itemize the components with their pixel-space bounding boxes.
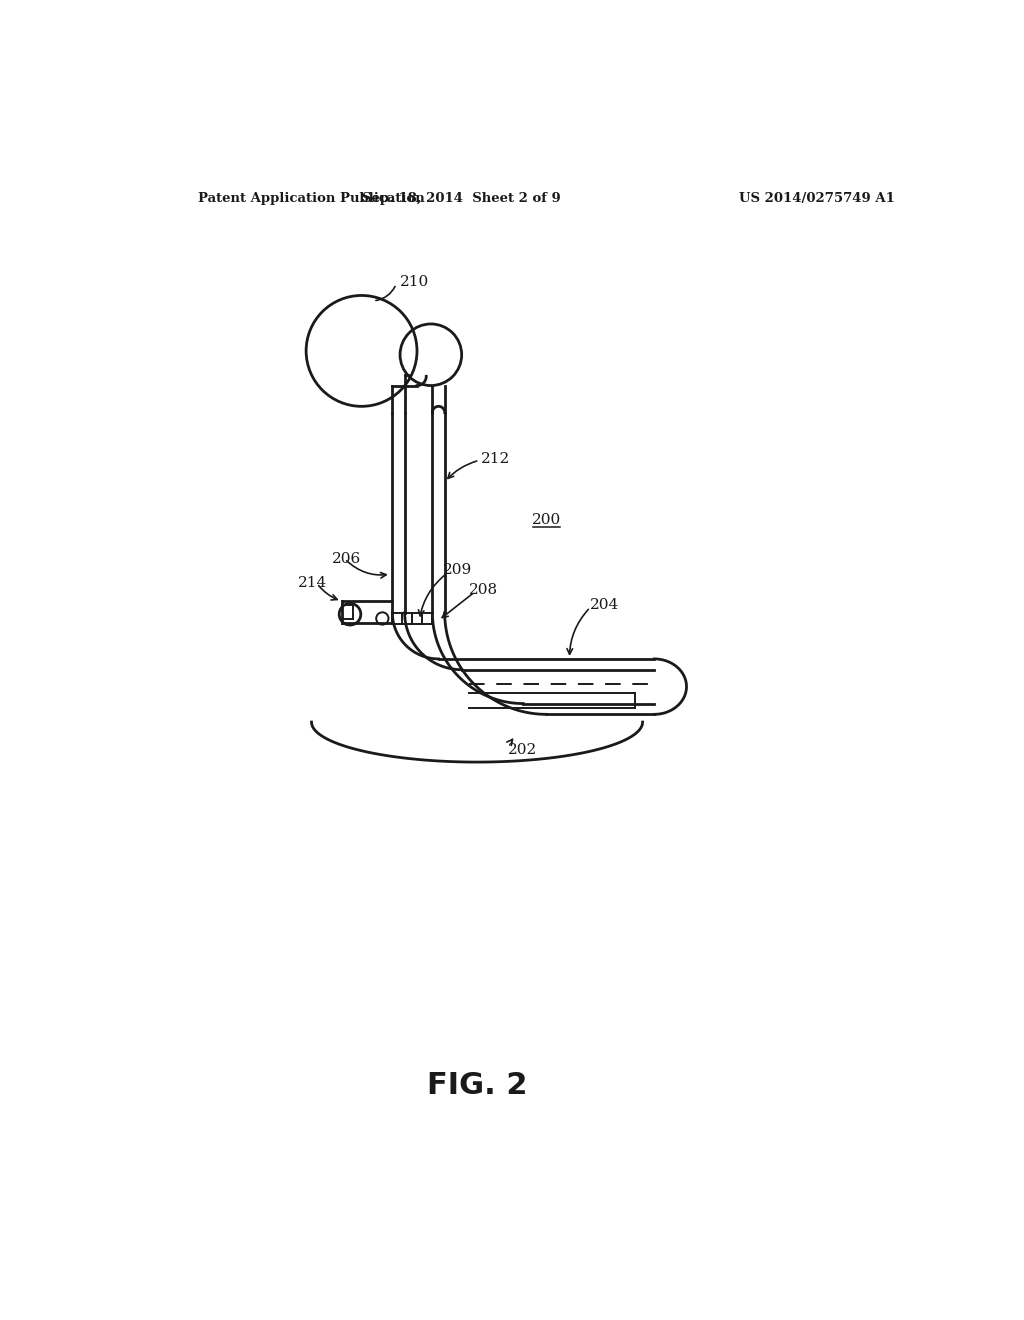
Text: 210: 210	[400, 275, 429, 289]
Text: 214: 214	[298, 577, 328, 590]
Text: 209: 209	[443, 564, 472, 577]
Text: 202: 202	[508, 743, 538, 756]
Text: Patent Application Publication: Patent Application Publication	[199, 191, 425, 205]
Text: 206: 206	[333, 552, 361, 566]
Text: 204: 204	[590, 598, 620, 612]
Text: US 2014/0275749 A1: US 2014/0275749 A1	[739, 191, 895, 205]
Text: FIG. 2: FIG. 2	[427, 1071, 527, 1100]
Text: Sep. 18, 2014  Sheet 2 of 9: Sep. 18, 2014 Sheet 2 of 9	[362, 191, 561, 205]
Text: 212: 212	[481, 451, 510, 466]
Text: 200: 200	[531, 513, 561, 527]
Text: 208: 208	[469, 582, 499, 597]
